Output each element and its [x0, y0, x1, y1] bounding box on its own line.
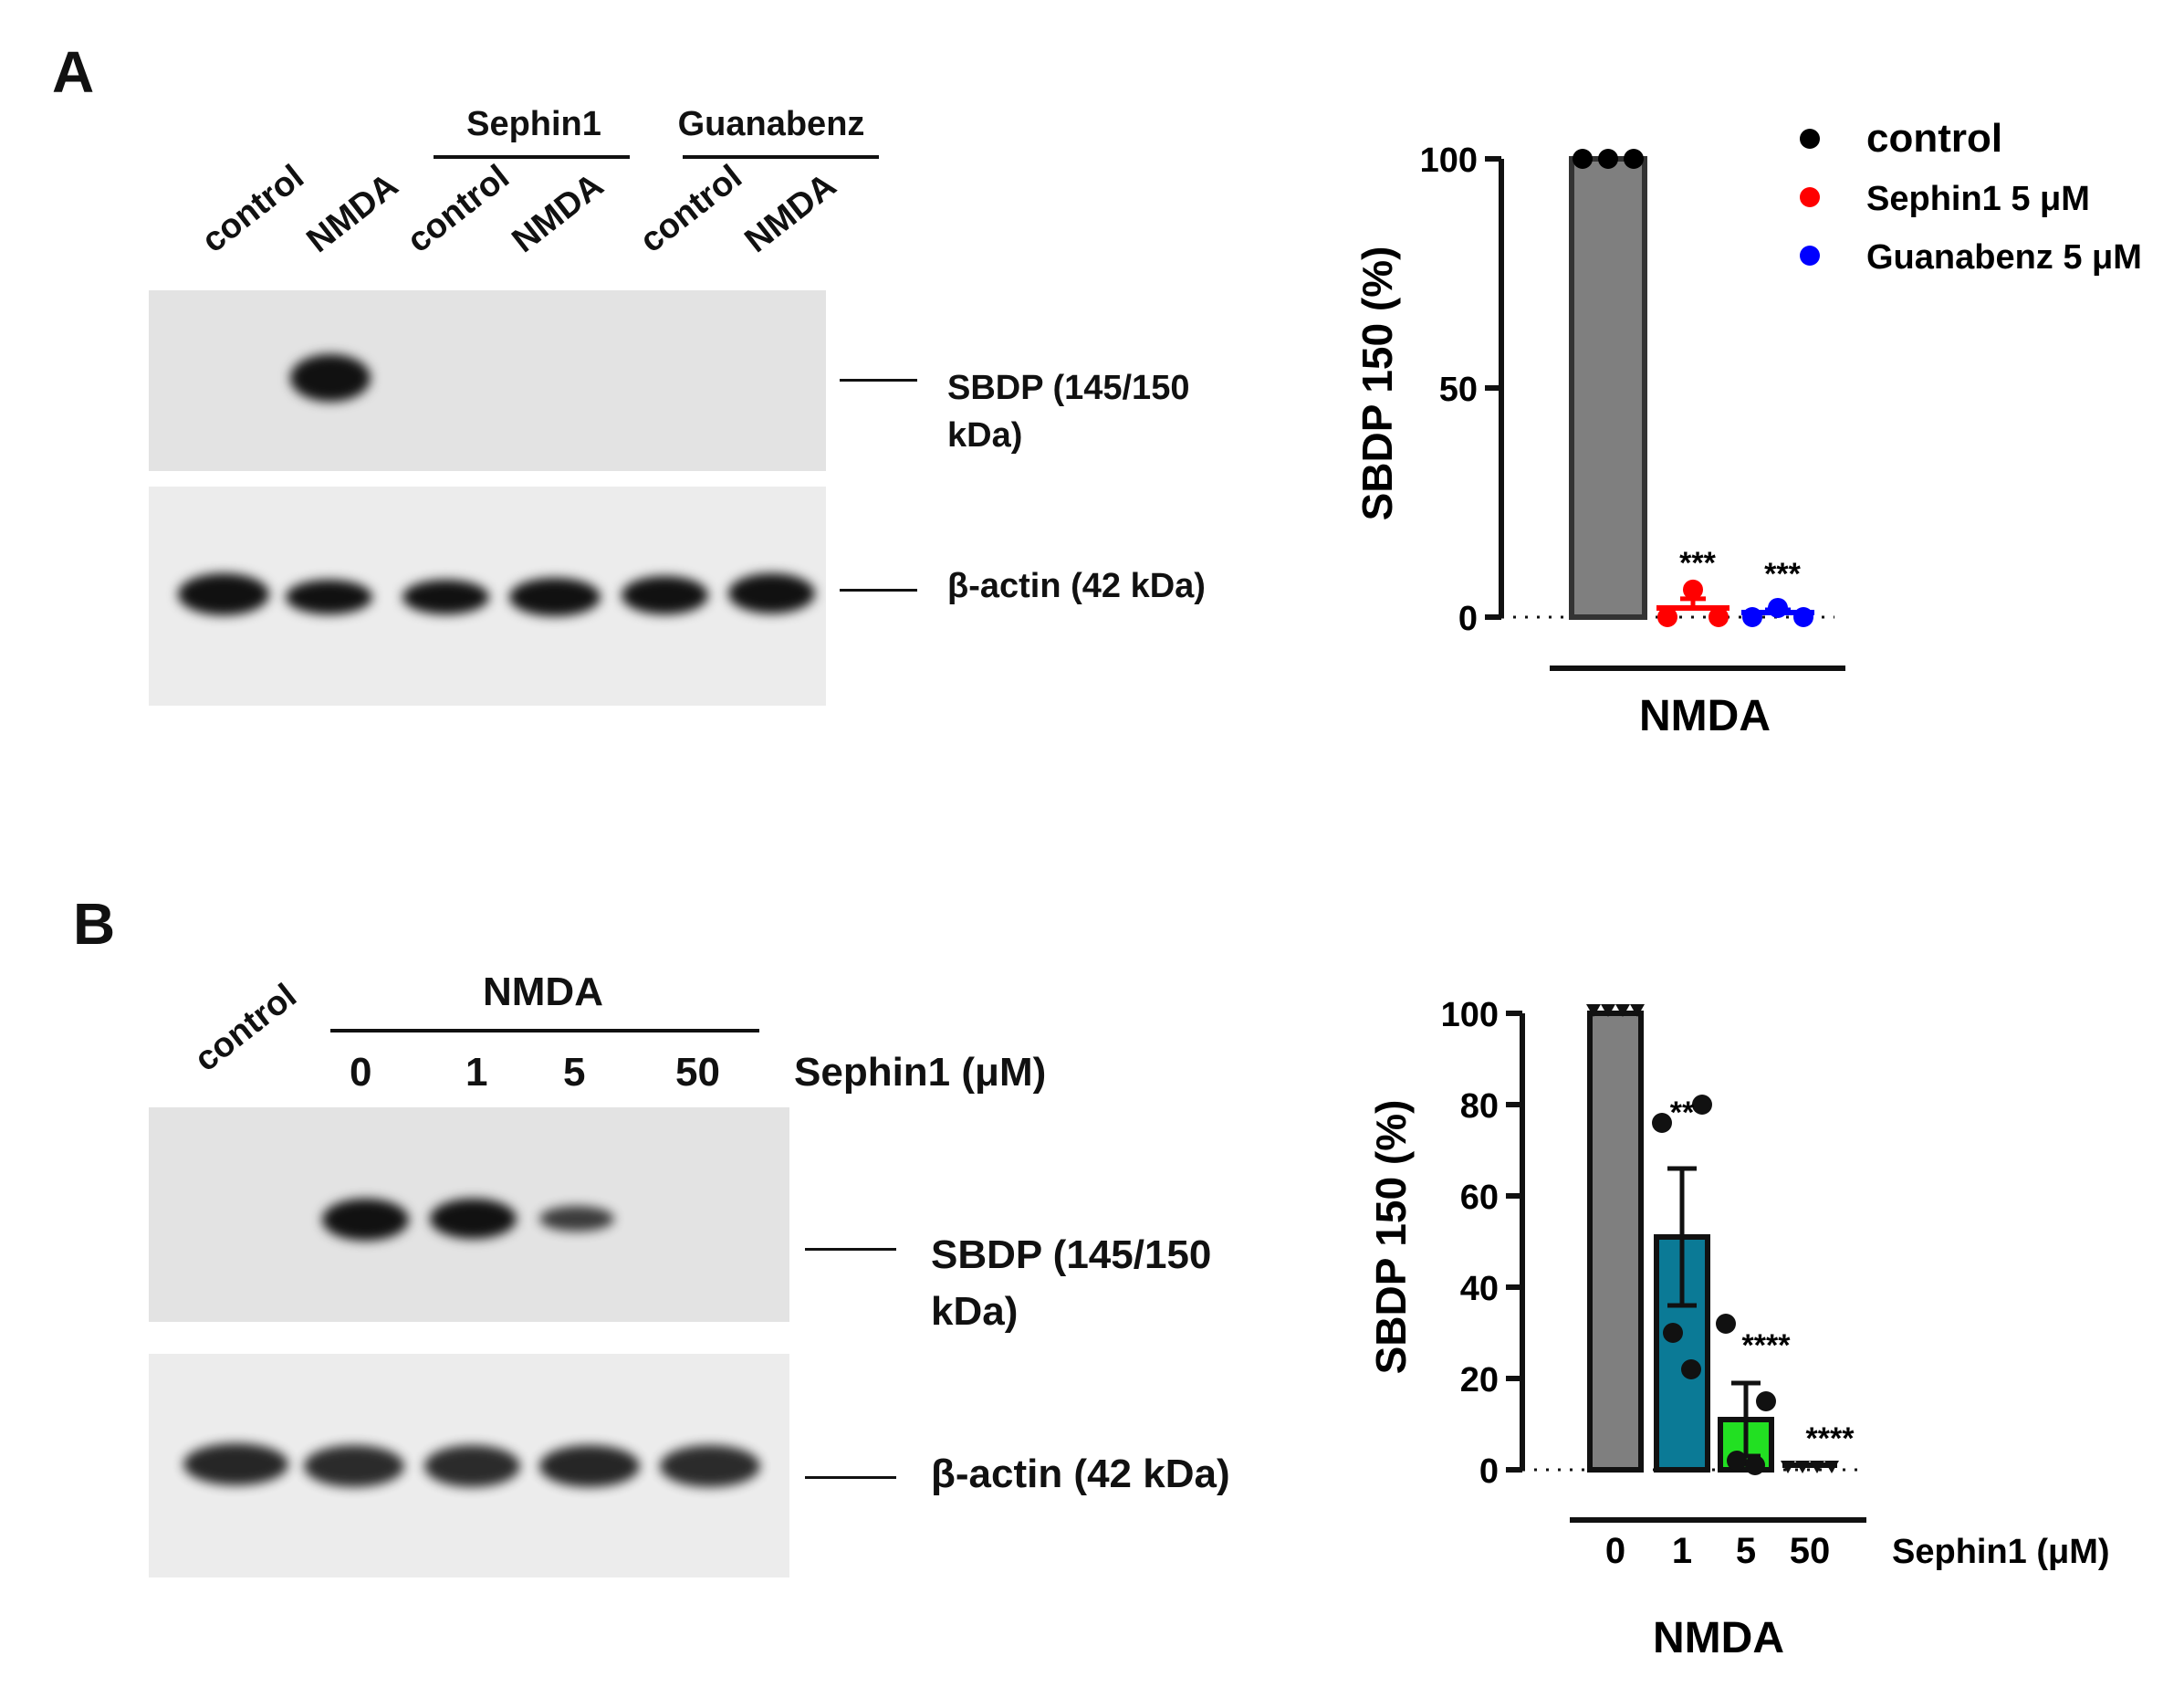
- panel-a-actin-blot: [149, 487, 826, 706]
- chart-a-point: [1683, 579, 1703, 600]
- chart-b-y-tick-label: 20: [1460, 1361, 1499, 1399]
- chart-b-point: [1745, 1455, 1765, 1475]
- chart-a-ylabel: SBDP 150 (%): [1353, 246, 1401, 521]
- chart-a-y-tick-label: 50: [1439, 371, 1478, 409]
- chart-b-marks: **********: [1586, 1004, 1855, 1475]
- chart-b-point: [1630, 1004, 1645, 1017]
- panel-a-sbdp-marker-line1: SBDP (145/150: [947, 369, 1190, 407]
- panel-a-actin-marker: β-actin (42 kDa): [947, 567, 1206, 605]
- chart-b-ylabel: SBDP 150 (%): [1367, 1100, 1415, 1375]
- chart-b-x-tick-label: 50: [1790, 1531, 1831, 1571]
- chart-a-xlabel: NMDA: [1639, 692, 1771, 740]
- panel-a-letter: A: [52, 39, 95, 105]
- chart-b-significance: ****: [1742, 1328, 1792, 1363]
- panel-a-sbdp-marker-line: [840, 379, 917, 382]
- panel-b-sbdp-marker-line2: kDa): [931, 1289, 1019, 1334]
- panel-a-sbdp-marker-line2: kDa): [947, 416, 1023, 455]
- panel-b-group-nmda: NMDA: [483, 970, 603, 1014]
- chart-b-point: [1663, 1323, 1683, 1343]
- chart-a-significance: ***: [1679, 546, 1716, 581]
- panel-b-sbdp-marker-line: [805, 1248, 896, 1251]
- chart-b-point: [1615, 1004, 1630, 1017]
- chart-b-point: [1586, 1004, 1601, 1017]
- chart-b-xlabel: NMDA: [1653, 1614, 1784, 1662]
- chart-a-y-tick-label: 100: [1420, 142, 1478, 180]
- chart-b-point: [1810, 1461, 1824, 1473]
- panel-b-actin-marker: β-actin (42 kDa): [931, 1452, 1230, 1496]
- chart-a-legend-marker: [1800, 246, 1820, 266]
- chart-b-point: [1727, 1451, 1747, 1471]
- panel-b-sbdp-marker-line1: SBDP (145/150: [931, 1232, 1212, 1277]
- chart-b-x-ticks: 0 1 5 50: [1605, 1531, 1830, 1571]
- chart-a-point: [1742, 607, 1762, 627]
- chart-a: SBDP 150 (%) 0 50 100 *** *** NMDA control S…: [1353, 116, 2142, 740]
- panel-a-actin-marker-line: [840, 589, 917, 592]
- panel-b-group-line: [330, 1029, 759, 1032]
- panel-b-actin-blot: [149, 1354, 789, 1577]
- chart-a-legend-label: Sephin1 5 μM: [1866, 180, 2090, 218]
- panel-b-dose-unit: Sephin1 (μM): [794, 1050, 1047, 1095]
- panel-b-sbdp-blot: [149, 1107, 789, 1322]
- chart-b-significance: **: [1670, 1095, 1695, 1130]
- panel-b-dose-label: 1: [465, 1050, 488, 1095]
- chart-a-point: [1573, 149, 1593, 169]
- panel-b-dose-label: 50: [675, 1050, 720, 1095]
- chart-b-x-tick-label: 1: [1672, 1531, 1692, 1571]
- chart-b-point: [1692, 1095, 1712, 1115]
- chart-b-y-tick-label: 40: [1460, 1270, 1499, 1308]
- chart-b-point: [1716, 1314, 1736, 1334]
- panel-a-group-guanabenz: Guanabenz: [677, 105, 865, 143]
- panel-a-group-sephin1: Sephin1: [466, 105, 601, 143]
- panel-b-letter: B: [73, 891, 116, 957]
- chart-b-bar: [1587, 1011, 1644, 1473]
- chart-a-legend-marker: [1800, 187, 1820, 207]
- chart-b-point: [1652, 1113, 1672, 1133]
- chart-a-bar: [1569, 156, 1647, 620]
- chart-b-point: [1795, 1461, 1810, 1473]
- chart-b-point: [1756, 1391, 1776, 1411]
- chart-a-point: [1709, 607, 1729, 627]
- chart-a-point: [1624, 149, 1644, 169]
- chart-a-legend-label: Guanabenz 5 μM: [1866, 238, 2142, 277]
- chart-b-point: [1601, 1004, 1615, 1017]
- panel-b-dose-label: 5: [563, 1050, 586, 1095]
- chart-b-point: [1681, 1359, 1701, 1379]
- chart-b-x-unit: Sephin1 (μM): [1892, 1533, 2110, 1571]
- chart-b-x-tick-label: 0: [1605, 1531, 1625, 1571]
- chart-b-y-tick-label: 100: [1441, 996, 1499, 1034]
- panel-b-actin-marker-line: [805, 1476, 896, 1479]
- chart-b-y-axis: 0 20 40 60 80 100: [1441, 996, 1862, 1491]
- panel-b-dose-label: 0: [350, 1050, 372, 1095]
- chart-a-legend-marker: [1800, 129, 1820, 149]
- chart-b-point: [1824, 1461, 1839, 1473]
- panel-a-group-line: [683, 155, 879, 159]
- chart-b-point: [1781, 1461, 1795, 1473]
- chart-b-y-tick-label: 80: [1460, 1087, 1499, 1126]
- chart-b-y-tick-label: 60: [1460, 1179, 1499, 1217]
- chart-a-point: [1793, 607, 1813, 627]
- chart-a-legend: control Sephin1 5 μM Guanabenz 5 μM: [1800, 116, 2142, 277]
- chart-a-significance: ***: [1764, 557, 1801, 592]
- chart-a-marks: *** ***: [1569, 149, 1814, 627]
- chart-b-y-tick-label: 0: [1479, 1452, 1499, 1491]
- chart-a-point: [1598, 149, 1618, 169]
- panel-a-sbdp-blot: [149, 290, 826, 471]
- chart-a-point: [1768, 597, 1788, 618]
- chart-b-significance: ****: [1806, 1421, 1855, 1456]
- panel-a-group-line: [434, 155, 630, 159]
- chart-a-legend-label: control: [1866, 116, 2002, 161]
- chart-b-x-tick-label: 5: [1736, 1531, 1756, 1571]
- chart-a-point: [1657, 607, 1677, 627]
- chart-a-y-tick-label: 0: [1458, 600, 1478, 638]
